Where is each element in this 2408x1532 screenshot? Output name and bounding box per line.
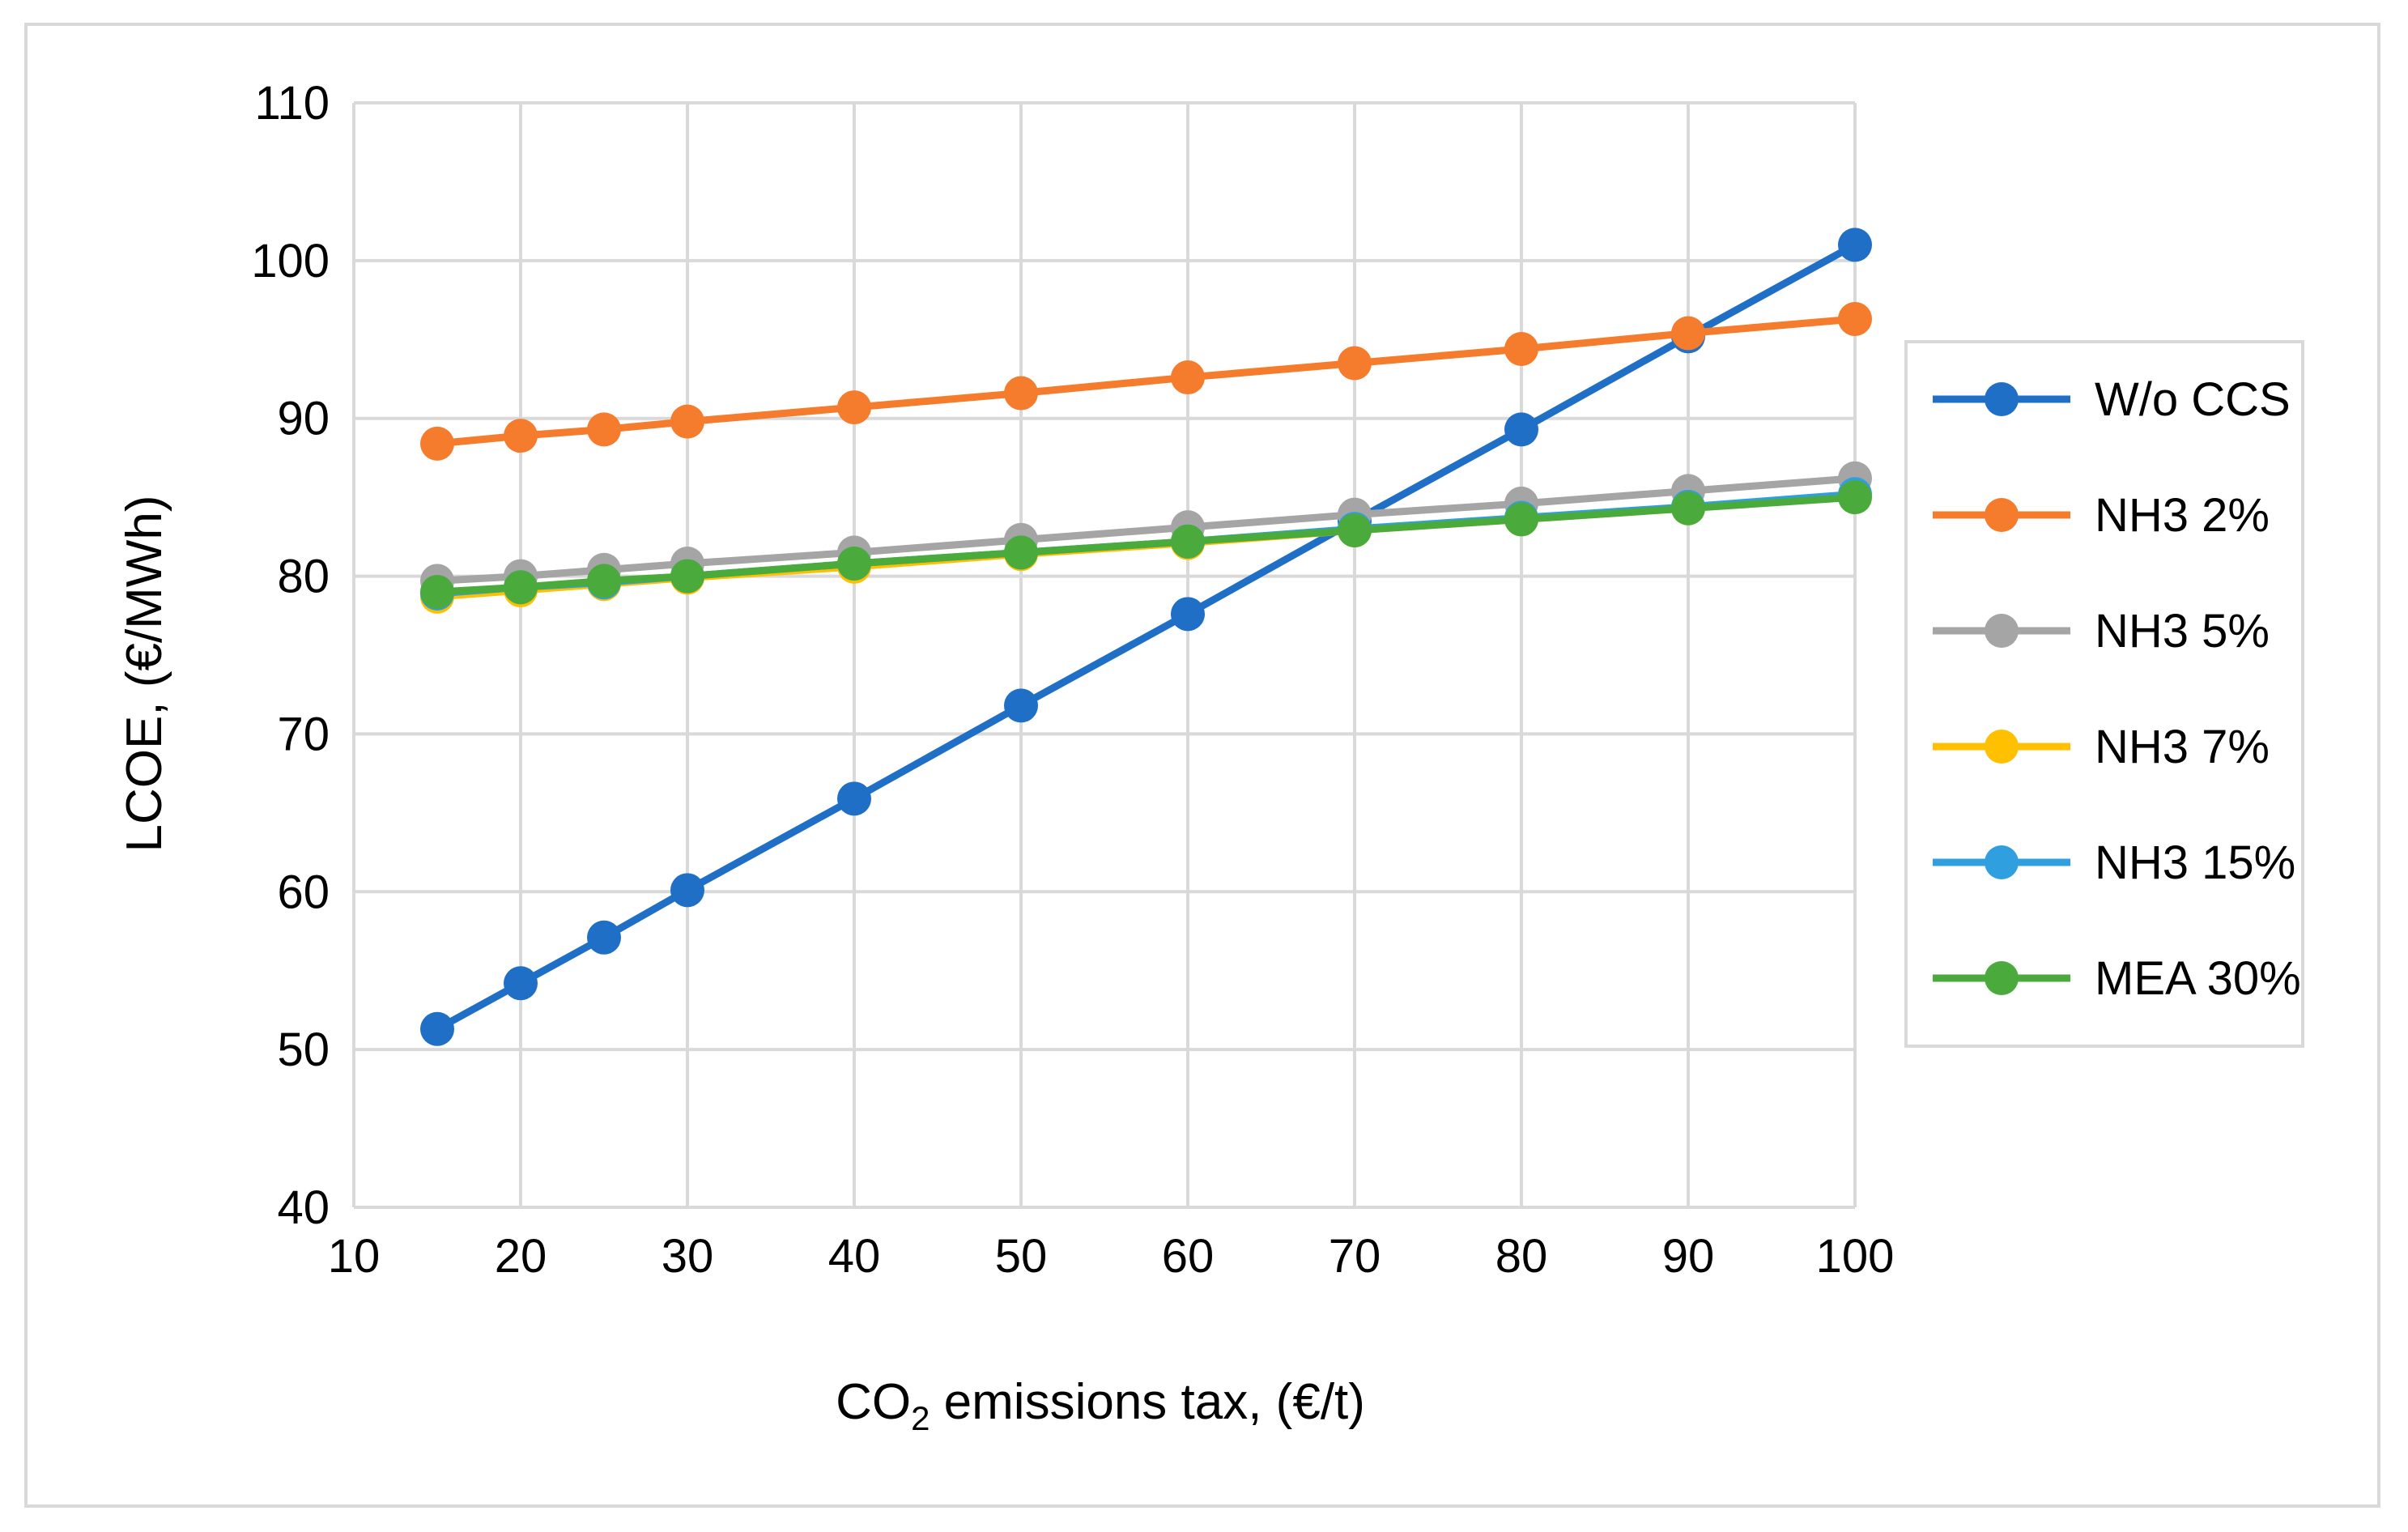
tick-layer: 40 50 60 70 80 90 100 110 10 20 30 40 50 60 70 80 90 100 [251,77,1894,1283]
y-tick-label: 70 [277,708,330,760]
data-point [420,1011,454,1046]
data-point [1671,491,1705,526]
data-point [837,546,871,581]
x-axis-title-rest: emissions tax, (€/t) [930,1374,1364,1430]
x-tick-label: 70 [1329,1230,1381,1283]
data-point [1004,376,1038,411]
legend-swatch-marker [1985,730,2019,764]
y-tick-label: 110 [255,77,330,130]
data-point [420,575,454,610]
legend: W/o CCS NH3 2% NH3 5% NH3 7% NH3 15% MEA 30% [1904,340,2304,1048]
data-point [1171,360,1205,395]
y-axis-title: LCOE, (€/MWh) [117,496,172,853]
data-point [1171,524,1205,559]
chart-frame: 40 50 60 70 80 90 100 110 10 20 30 40 50 60 70 80 90 100 … [24,23,2380,1508]
data-point [1504,412,1538,447]
data-point [837,781,871,816]
data-point [1171,597,1205,632]
legend-swatch-marker [1985,961,2019,995]
x-tick-label: 20 [495,1230,547,1283]
legend-item: NH3 5% [1933,605,2270,657]
y-tick-label: 50 [277,1023,330,1076]
data-point [1671,316,1705,351]
data-point [670,559,704,594]
data-point [837,390,871,425]
legend-item: NH3 2% [1933,489,2270,542]
x-tick-label: 30 [662,1230,714,1283]
x-tick-label: 100 [1816,1230,1895,1283]
x-axis-title-subscript: 2 [911,1399,930,1437]
series-line [436,315,1856,448]
series-layer [420,228,1872,1046]
data-point [587,564,621,598]
legend-item: NH3 15% [1933,836,2295,889]
data-point [504,570,538,605]
x-tick-label: 40 [828,1230,881,1283]
legend-label: NH3 7% [2095,721,2270,773]
data-point [1838,480,1872,515]
legend-label: NH3 15% [2095,836,2295,889]
y-tick-label: 100 [251,235,330,287]
legend-item: MEA 30% [1933,952,2301,1005]
series-nh3-2- [420,301,1872,461]
x-axis-title: CO2 emissions tax, (€/t) [836,1374,1365,1437]
series-line [436,474,1856,585]
data-point [670,404,704,439]
x-tick-label: 60 [1162,1230,1215,1283]
data-point [504,966,538,1001]
series-mea-30- [420,480,1872,610]
y-tick-label: 40 [277,1181,330,1234]
legend-label: MEA 30% [2095,952,2301,1005]
legend-item: W/o CCS [1933,373,2291,426]
x-tick-label: 50 [995,1230,1048,1283]
data-point [1338,346,1372,381]
y-tick-label: 60 [277,866,330,918]
series-w-o-ccs [420,228,1872,1046]
data-point [587,920,621,955]
legend-label: NH3 2% [2095,489,2270,542]
data-point [1004,535,1038,570]
data-point [1338,513,1372,548]
data-point [1838,228,1872,262]
legend-swatch-marker [1985,382,2019,416]
x-tick-label: 80 [1495,1230,1548,1283]
legend-swatch-marker [1985,614,2019,648]
data-point [1838,301,1872,336]
data-point [1504,331,1538,366]
legend-label: W/o CCS [2095,373,2291,426]
data-point [587,412,621,447]
x-tick-label: 10 [328,1230,381,1283]
legend-box [1904,340,2304,1048]
legend-items: W/o CCS NH3 2% NH3 5% NH3 7% NH3 15% MEA 30% [1933,373,2301,1005]
legend-label: NH3 5% [2095,605,2270,657]
data-point [1004,688,1038,723]
data-point [1504,502,1538,537]
grid-layer [352,101,1857,1209]
y-tick-label: 90 [277,393,330,445]
x-axis-title-main: CO [836,1374,911,1430]
data-point [420,426,454,461]
legend-item: NH3 7% [1933,721,2270,773]
series-line [435,241,1857,1032]
y-tick-label: 80 [277,551,330,603]
legend-swatch-marker [1985,498,2019,532]
data-point [504,419,538,453]
data-point [670,873,704,908]
x-tick-label: 90 [1662,1230,1715,1283]
legend-swatch-marker [1985,845,2019,879]
